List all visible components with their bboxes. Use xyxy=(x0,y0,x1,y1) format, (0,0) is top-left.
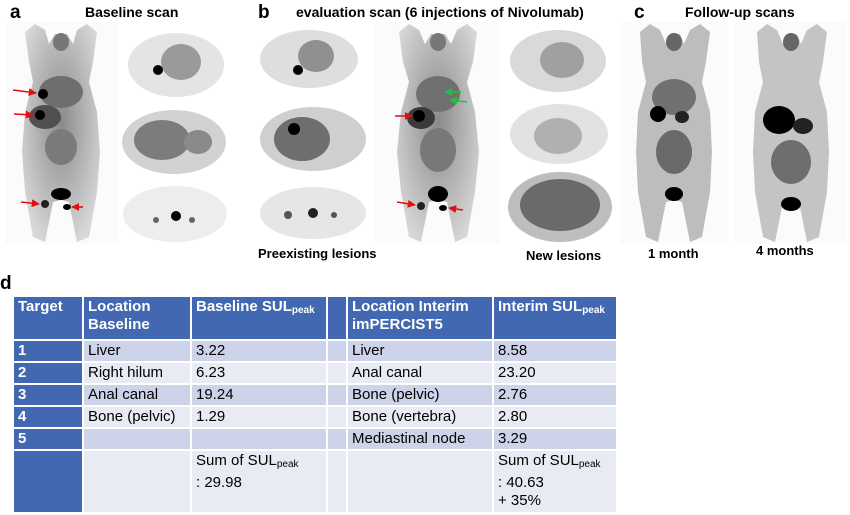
interim-sul-cell: 3.29 xyxy=(492,427,618,451)
new-lesion-axial-slice-2 xyxy=(508,102,610,166)
target-cell: 1 xyxy=(12,339,84,363)
interim-sul-cell: 2.76 xyxy=(492,383,618,407)
baseline-sul-cell: 3.22 xyxy=(190,339,328,363)
target-cell: 3 xyxy=(12,383,84,407)
baseline-sul-cell xyxy=(190,427,328,451)
preexisting-axial-slice-2 xyxy=(258,105,368,173)
followup-4-months-scan xyxy=(735,22,847,244)
evaluation-mip-scan xyxy=(375,22,500,244)
interim-sul-cell: 8.58 xyxy=(492,339,618,363)
preexisting-axial-slice-1 xyxy=(258,28,360,90)
header-baseline-sul: Baseline SULpeak xyxy=(190,295,328,341)
panel-b-letter: b xyxy=(258,2,270,23)
followup-1-month-scan xyxy=(620,22,728,244)
location-interim-cell: Liver xyxy=(346,339,494,363)
panel-c-letter: c xyxy=(634,2,645,23)
target-cell: 2 xyxy=(12,361,84,385)
table-row: 5 Mediastinal node 3.29 xyxy=(12,427,618,451)
header-target: Target xyxy=(12,295,84,341)
location-interim-cell: Bone (vertebra) xyxy=(346,405,494,429)
interim-sul-cell: 2.80 xyxy=(492,405,618,429)
baseline-axial-slice-2 xyxy=(120,108,228,176)
table-header-row: Target Location Baseline Baseline SULpeak… xyxy=(12,295,618,341)
sul-peak-results-table: Target Location Baseline Baseline SULpeak… xyxy=(12,295,618,514)
interim-sum-cell: Sum of SULpeak: 40.63 + 35% xyxy=(492,449,618,514)
panel-c-title: Follow-up scans xyxy=(685,4,795,20)
panel-d-letter: d xyxy=(0,273,12,294)
location-baseline-cell xyxy=(82,449,192,514)
baseline-sum-cell: Sum of SULpeak: 29.98 xyxy=(190,449,328,514)
gap-cell xyxy=(326,383,348,407)
table-row: 4 Bone (pelvic) 1.29 Bone (vertebra) 2.8… xyxy=(12,405,618,429)
baseline-mip-scan xyxy=(5,22,118,244)
header-location-baseline: Location Baseline xyxy=(82,295,192,341)
header-location-interim: Location Interim imPERCIST5 xyxy=(346,295,494,341)
interim-sul-cell: 23.20 xyxy=(492,361,618,385)
target-cell xyxy=(12,449,84,514)
gap-cell xyxy=(326,339,348,363)
gap-cell xyxy=(326,449,348,514)
target-cell: 5 xyxy=(12,427,84,451)
panel-a-letter: a xyxy=(10,2,21,23)
new-lesions-caption: New lesions xyxy=(526,248,602,263)
panel-a-title: Baseline scan xyxy=(85,4,179,20)
baseline-axial-slice-3 xyxy=(120,184,230,244)
location-interim-cell: Mediastinal node xyxy=(346,427,494,451)
location-interim-cell: Anal canal xyxy=(346,361,494,385)
gap-cell xyxy=(326,361,348,385)
header-gap xyxy=(326,295,348,341)
new-lesion-axial-slice-1 xyxy=(508,28,608,94)
baseline-axial-slice-1 xyxy=(126,30,226,100)
gap-cell xyxy=(326,427,348,451)
baseline-sul-cell: 6.23 xyxy=(190,361,328,385)
location-baseline-cell: Bone (pelvic) xyxy=(82,405,192,429)
followup-1-month-caption: 1 month xyxy=(648,246,699,261)
location-baseline-cell: Right hilum xyxy=(82,361,192,385)
table-row: 1 Liver 3.22 Liver 8.58 xyxy=(12,339,618,363)
location-baseline-cell: Anal canal xyxy=(82,383,192,407)
location-baseline-cell xyxy=(82,427,192,451)
target-cell: 4 xyxy=(12,405,84,429)
new-lesion-axial-slice-3 xyxy=(506,170,614,244)
baseline-sul-cell: 1.29 xyxy=(190,405,328,429)
location-interim-cell: Bone (pelvic) xyxy=(346,383,494,407)
followup-4-months-caption: 4 months xyxy=(756,243,814,258)
header-interim-sul: Interim SULpeak xyxy=(492,295,618,341)
panel-b-title: evaluation scan (6 injections of Nivolum… xyxy=(296,4,584,20)
location-interim-cell xyxy=(346,449,494,514)
table-row: 2 Right hilum 6.23 Anal canal 23.20 xyxy=(12,361,618,385)
preexisting-lesions-caption: Preexisting lesions xyxy=(258,246,377,261)
location-baseline-cell: Liver xyxy=(82,339,192,363)
table-row: 3 Anal canal 19.24 Bone (pelvic) 2.76 xyxy=(12,383,618,407)
sum-row: Sum of SULpeak: 29.98 Sum of SULpeak: 40… xyxy=(12,449,618,514)
preexisting-axial-slice-3 xyxy=(258,185,368,240)
baseline-sul-cell: 19.24 xyxy=(190,383,328,407)
gap-cell xyxy=(326,405,348,429)
